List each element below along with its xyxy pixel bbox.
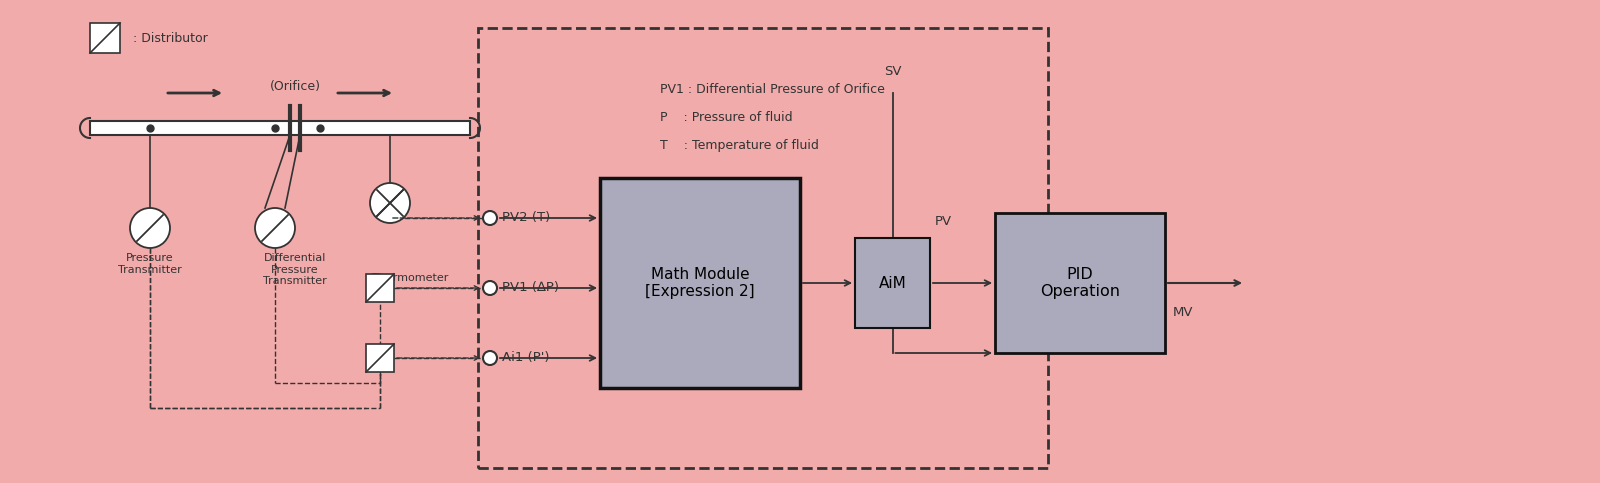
Circle shape bbox=[130, 208, 170, 248]
Text: PID
Operation: PID Operation bbox=[1040, 267, 1120, 299]
Circle shape bbox=[254, 208, 294, 248]
Text: PV1 : Differential Pressure of Orifice: PV1 : Differential Pressure of Orifice bbox=[661, 83, 885, 96]
Bar bbox=[366, 344, 394, 372]
Text: PV: PV bbox=[934, 215, 952, 228]
Bar bbox=[854, 238, 930, 328]
Bar bbox=[995, 213, 1165, 353]
Text: (Orifice): (Orifice) bbox=[269, 80, 320, 93]
Circle shape bbox=[370, 183, 410, 223]
Text: SV: SV bbox=[883, 65, 901, 78]
Bar bbox=[366, 274, 394, 302]
Text: Thermometer: Thermometer bbox=[371, 273, 448, 283]
Bar bbox=[600, 178, 800, 388]
Text: T    : Temperature of fluid: T : Temperature of fluid bbox=[661, 139, 819, 152]
Text: : Distributor: : Distributor bbox=[125, 31, 208, 44]
Bar bbox=[90, 23, 120, 53]
Text: Math Module
[Expression 2]: Math Module [Expression 2] bbox=[645, 267, 755, 299]
Bar bbox=[478, 28, 1048, 468]
Text: PV1 (∆P): PV1 (∆P) bbox=[502, 282, 558, 295]
Text: MV: MV bbox=[1173, 307, 1194, 319]
Text: PV2 (T): PV2 (T) bbox=[502, 212, 550, 225]
Circle shape bbox=[483, 281, 498, 295]
Text: Ai1 (P'): Ai1 (P') bbox=[502, 352, 549, 365]
Text: Differential
Pressure
Transmitter: Differential Pressure Transmitter bbox=[262, 253, 326, 286]
Text: P    : Pressure of fluid: P : Pressure of fluid bbox=[661, 111, 792, 124]
Circle shape bbox=[483, 351, 498, 365]
Text: Pressure
Transmitter: Pressure Transmitter bbox=[118, 253, 182, 275]
Text: AiM: AiM bbox=[878, 275, 906, 290]
Circle shape bbox=[483, 211, 498, 225]
Bar bbox=[90, 121, 470, 135]
